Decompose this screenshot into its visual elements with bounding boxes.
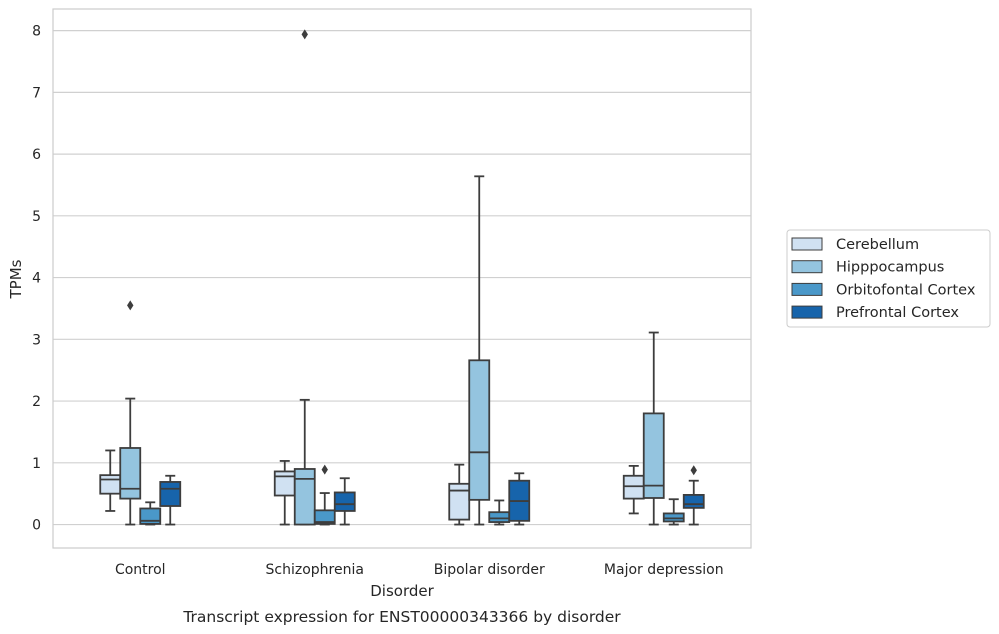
box-body — [488, 511, 511, 523]
y-tick-label: 1 — [32, 456, 41, 472]
y-tick-label: 7 — [32, 85, 41, 101]
box — [508, 472, 531, 526]
box-body — [119, 447, 142, 500]
box — [313, 464, 336, 526]
box-body — [159, 481, 182, 507]
box-body — [682, 494, 705, 509]
box-body — [273, 470, 296, 497]
box-body — [293, 468, 316, 526]
legend: Cerebellum Hipppocampus Orbitofontal Corte… — [786, 229, 991, 328]
box-body — [333, 491, 356, 512]
series-orbitofontal-cortex — [139, 464, 685, 526]
legend-swatch — [791, 305, 823, 319]
y-tick-labels: 0 1 2 3 4 5 6 7 8 — [32, 24, 41, 534]
box — [642, 331, 665, 526]
x-tick-label: Schizophrenia — [266, 562, 364, 578]
y-axis-label: TPMs — [7, 259, 25, 299]
x-tick-label: Control — [115, 562, 166, 578]
legend-label: Orbitofontal Cortex — [836, 282, 976, 298]
y-tick-label: 3 — [32, 332, 41, 348]
plot-frame — [52, 8, 752, 549]
y-tick-label: 8 — [32, 24, 41, 40]
box — [293, 29, 316, 526]
y-tick-label: 0 — [32, 518, 41, 534]
plot-background — [53, 9, 751, 548]
box-body — [99, 474, 122, 495]
series-prefrontal-cortex — [159, 465, 705, 526]
box-body — [622, 474, 645, 500]
legend-swatch — [791, 282, 823, 296]
box-body — [448, 482, 471, 521]
box-body — [313, 509, 336, 525]
legend-swatch — [791, 237, 823, 251]
box — [139, 501, 162, 526]
outlier-point — [127, 300, 134, 311]
y-tick-label: 5 — [32, 209, 41, 225]
box — [468, 175, 491, 526]
box — [448, 463, 471, 526]
outlier-point — [690, 465, 697, 476]
box — [682, 465, 705, 526]
x-tick-labels: Control Schizophrenia Bipolar disorder Majo… — [115, 562, 724, 578]
box — [333, 477, 356, 526]
x-axis-label: Disorder — [370, 582, 434, 600]
box — [662, 498, 685, 526]
y-tick-label: 4 — [32, 271, 41, 287]
series-hipppocampus — [119, 29, 665, 526]
box — [159, 474, 182, 526]
legend-frame — [786, 229, 991, 328]
legend-label: Prefrontal Cortex — [836, 305, 959, 321]
box — [119, 300, 142, 526]
box-body — [642, 412, 665, 499]
outlier-point — [321, 464, 328, 475]
series-cerebellum — [99, 449, 645, 526]
outlier-point — [301, 29, 308, 40]
box-body — [468, 359, 491, 501]
y-tick-label: 2 — [32, 394, 41, 410]
x-tick-label: Major depression — [604, 562, 724, 578]
box — [488, 499, 511, 526]
legend-label: Hipppocampus — [836, 260, 944, 276]
box-body — [662, 512, 685, 523]
box-series-group — [99, 29, 705, 526]
legend-label: Cerebellum — [836, 237, 919, 253]
x-tick-label: Bipolar disorder — [434, 562, 545, 578]
chart-caption: Transcript expression for ENST0000034336… — [182, 608, 621, 626]
y-tick-label: 6 — [32, 147, 41, 163]
legend-swatch — [791, 260, 823, 274]
